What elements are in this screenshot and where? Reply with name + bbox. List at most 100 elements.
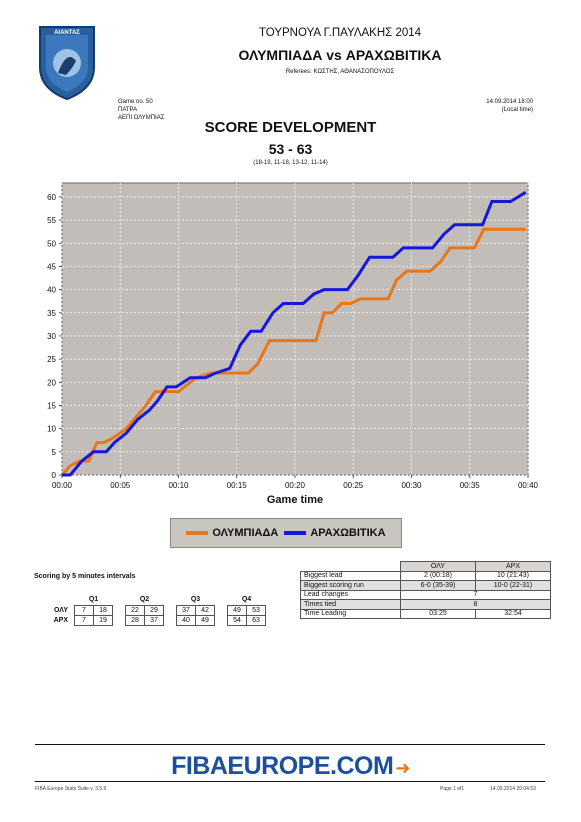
legend-label-olympiada: ΟΛΥΜΠΙΑΔΑ <box>212 527 279 539</box>
y-tick-label: 20 <box>47 378 56 387</box>
x-tick-label: 00:05 <box>110 481 131 490</box>
stats-value: 10-0 (22-31) <box>475 580 551 591</box>
software-version: FIBA Europe Stats Suite v. 3.5.6 <box>35 786 107 792</box>
footer-divider-2 <box>35 781 545 782</box>
interval-cell: 42 <box>195 605 215 616</box>
stats-value: 2 (00:18) <box>400 570 476 581</box>
date-info: 14.09.2014 18:00 (Local time) <box>486 98 533 114</box>
intervals-title: Scoring by 5 minutes intervals <box>34 573 136 580</box>
intervals-table: Q1 Q2 Q3 Q4 ΟΛΥ 7 18 22 29 37 42 49 53 Α… <box>30 594 266 626</box>
intervals-row: ΑΡΧ 7 19 28 37 40 49 54 63 <box>30 615 266 626</box>
y-tick-label: 45 <box>47 262 56 271</box>
game-info: Game no. 50 ΠΑΤΡΑ ΑΕΠΙ ΟΛΥΜΠΙΑΣ <box>118 98 165 122</box>
team-code: ΑΡΧ <box>53 617 68 624</box>
team-logo: ΑΙΑΝΤΑΣ <box>36 23 98 101</box>
tournament-title: ΤΟΥΡΝΟΥΑ Γ.ΠΑΥΛΑΚΗΣ 2014 <box>258 27 422 39</box>
brand-com: .COM <box>330 752 394 780</box>
quarter-label: Q3 <box>190 596 201 603</box>
y-tick-label: 10 <box>47 425 56 434</box>
print-timestamp: 14.09.2014 20:04:53 <box>490 786 536 792</box>
y-tick-label: 35 <box>47 309 56 318</box>
stats-value: 8 <box>400 599 551 610</box>
interval-cell: 18 <box>93 605 113 616</box>
stats-row: Time Leading 03:25 32:54 <box>300 608 551 619</box>
brand-fiba: FIBA <box>171 752 228 780</box>
y-tick-label: 5 <box>52 448 57 457</box>
stats-value: 6-0 (35-39) <box>400 580 476 591</box>
y-tick-label: 55 <box>47 216 56 225</box>
stats-table: ΟΛΥ ΑΡΧ Biggest lead 2 (00:18) 10 (21:43… <box>300 561 551 619</box>
x-tick-label: 00:20 <box>285 481 306 490</box>
quarter-label: Q4 <box>241 596 252 603</box>
intervals-header-row: Q1 Q2 Q3 Q4 <box>30 594 266 606</box>
quarter-scores: (18-19, 11-18, 13-12, 11-14) <box>253 160 328 166</box>
quarter-label: Q2 <box>139 596 150 603</box>
stats-row: Biggest lead 2 (00:18) 10 (21:43) <box>300 570 551 581</box>
interval-cell: 53 <box>246 605 266 616</box>
interval-cell: 63 <box>246 615 266 626</box>
stats-value: 7 <box>400 589 551 600</box>
x-tick-label: 00:35 <box>460 481 481 490</box>
venue: ΑΕΠΙ ΟΛΥΜΠΙΑΣ <box>118 115 165 121</box>
stats-row: Biggest scoring run 6-0 (35-39) 10-0 (22… <box>300 580 551 591</box>
stats-value: 03:25 <box>400 608 476 619</box>
interval-cell: 54 <box>227 615 247 626</box>
brand-europe: EUROPE <box>227 752 331 780</box>
stats-label: Lead changes <box>300 589 401 600</box>
stats-row: Times tied 8 <box>300 599 551 610</box>
stats-label: Time Leading <box>300 608 401 619</box>
interval-cell: 7 <box>74 605 94 616</box>
report-title: SCORE DEVELOPMENT <box>204 119 377 136</box>
interval-cell: 7 <box>74 615 94 626</box>
match-title: ΟΛΥΜΠΙΑΔΑ vs ΑΡΑΧΩΒΙΤΙΚΑ <box>238 47 442 63</box>
y-tick-label: 40 <box>47 286 56 295</box>
x-tick-label: 00:30 <box>401 481 422 490</box>
legend-swatch-olympiada <box>186 531 209 536</box>
series-line-1 <box>62 191 527 477</box>
footer-divider <box>35 744 545 745</box>
city: ΠΑΤΡΑ <box>118 107 138 113</box>
interval-cell: 49 <box>195 615 215 626</box>
svg-text:ΑΙΑΝΤΑΣ: ΑΙΑΝΤΑΣ <box>54 30 80 36</box>
intervals-row: ΟΛΥ 7 18 22 29 37 42 49 53 <box>30 605 266 616</box>
x-tick-label: 00:10 <box>168 481 189 490</box>
y-tick-label: 0 <box>52 471 57 480</box>
y-tick-label: 30 <box>47 332 56 341</box>
interval-cell: 22 <box>125 605 145 616</box>
y-tick-label: 60 <box>47 193 56 202</box>
stats-header-row: ΟΛΥ ΑΡΧ <box>300 561 551 572</box>
legend-label-arachovitika: ΑΡΑΧΩΒΙΤΙΚΑ <box>310 527 386 539</box>
y-tick-label: 25 <box>47 355 56 364</box>
final-score: 53 - 63 <box>268 141 313 157</box>
interval-cell: 19 <box>93 615 113 626</box>
fiba-europe-logo: FIBAEUROPE.COM ➜ <box>0 752 581 781</box>
referees: Referees: ΚΩΣΤΗΣ, ΑΘΑΝΑΣΟΠΟΥΛΟΣ <box>285 69 395 75</box>
y-tick-label: 15 <box>47 401 56 410</box>
team-code: ΟΛΥ <box>54 607 68 614</box>
interval-cell: 37 <box>176 605 196 616</box>
stats-label: Times tied <box>300 599 401 610</box>
x-tick-label: 00:40 <box>518 481 539 490</box>
score-chart-svg: 0 5 10 15 20 25 30 35 40 45 50 55 60 00:00 00:05 00:10 0… <box>47 182 539 506</box>
interval-cell: 49 <box>227 605 247 616</box>
chart-legend: ΟΛΥΜΠΙΑΔΑ ΑΡΑΧΩΒΙΤΙΚΑ <box>170 518 402 548</box>
interval-cell: 37 <box>144 615 164 626</box>
series-line-0 <box>60 227 526 476</box>
legend-swatch-arachovitika <box>284 531 307 536</box>
y-tick-label: 50 <box>47 239 56 248</box>
stats-label: Biggest lead <box>300 570 401 581</box>
x-tick-label: 00:00 <box>52 481 73 490</box>
interval-cell: 28 <box>125 615 145 626</box>
game-number: Game no. 50 <box>118 99 153 105</box>
stats-col-team-b: ΑΡΧ <box>475 561 551 572</box>
local-time-note: (Local time) <box>501 107 533 113</box>
interval-cell: 29 <box>144 605 164 616</box>
x-tick-label: 00:15 <box>227 481 248 490</box>
page-number: Page 1 of1 <box>440 786 465 792</box>
arrow-icon: ➜ <box>395 758 410 778</box>
game-datetime: 14.09.2014 18:00 <box>486 99 533 105</box>
stats-value: 32:54 <box>475 608 551 619</box>
legend-item-olympiada: ΟΛΥΜΠΙΑΔΑ <box>186 527 278 539</box>
stats-value: 10 (21:43) <box>475 570 551 581</box>
x-axis-label: Game time <box>267 494 323 506</box>
